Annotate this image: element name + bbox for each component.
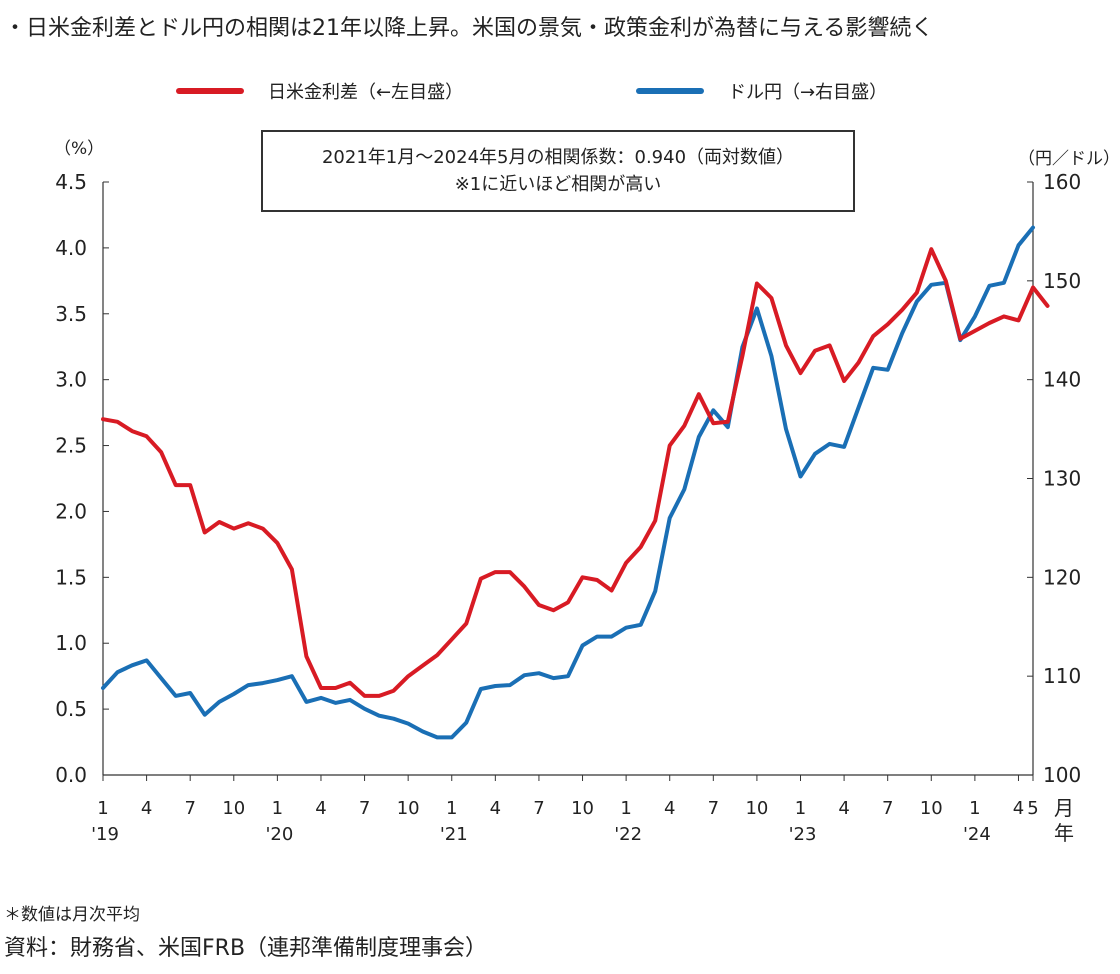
x-axis-month-label: 7 [882,798,893,819]
x-axis-year-label: '23 [789,824,817,845]
right-axis-tick-label: 120 [1043,565,1081,589]
right-axis-tick-label: 110 [1043,664,1081,688]
correlation-note-box: 2021年1月～2024年5月の相関係数：0.940（両対数値） ※1に近いほど… [261,130,855,212]
correlation-note-line2: ※1に近いほど相関が高い [454,174,662,195]
x-axis-year-suffix: 年 [1054,821,1074,845]
x-axis-month-label: 4 [1013,798,1024,819]
right-axis-tick-label: 140 [1043,368,1081,392]
x-axis-month-label: 4 [664,798,675,819]
x-axis-month-label: 7 [359,798,370,819]
x-axis-month-suffix: 月 [1054,796,1074,820]
x-axis-month-label: 1 [446,798,457,819]
x-axis-year-label: '20 [265,824,293,845]
left-axis-tick-label: 1.5 [55,565,87,589]
x-axis-month-label: 4 [838,798,849,819]
footnote: ＊数値は月次平均 [4,905,140,925]
right-axis-tick-label: 150 [1043,269,1081,293]
legend-label-usdjpy: ドル円（→右目盛） [728,82,888,103]
x-axis-year-label: '24 [963,824,991,845]
x-axis-month-label: 1 [97,798,108,819]
chart-headline: ・日米金利差とドル円の相関は21年以降上昇。米国の景気・政策金利が為替に与える影… [4,16,934,41]
x-axis-month-label: 1 [795,798,806,819]
source-credit: 資料：財務省、米国FRB（連邦準備制度理事会） [4,936,488,961]
left-axis-tick-label: 3.5 [55,302,87,326]
left-axis-tick-label: 4.5 [55,170,87,194]
x-axis-month-label: 7 [184,798,195,819]
left-axis-tick-label: 0.0 [55,763,87,787]
left-axis-tick-label: 3.0 [55,368,87,392]
legend-item-usdjpy: ドル円（→右目盛） [636,76,887,106]
x-axis-month-label: 4 [141,798,152,819]
x-axis-month-label: 7 [533,798,544,819]
right-axis-tick-label: 160 [1043,170,1081,194]
x-axis-year-label: '19 [91,824,119,845]
right-axis-tick-label: 100 [1043,763,1081,787]
legend-swatch-usdjpy [636,88,704,94]
left-axis-tick-label: 2.0 [55,499,87,523]
x-axis-month-label: 7 [708,798,719,819]
chart-lines [101,225,1050,740]
x-axis-month-label: 10 [571,798,594,819]
series-line-spread [101,247,1050,698]
x-axis-year-label: '21 [440,824,468,845]
chart-axes: 0.00.51.01.52.02.53.03.54.04.51001101201… [55,170,1081,845]
legend-label-spread: 日米金利差（←左目盛） [268,82,464,103]
x-axis-month-label: 4 [315,798,326,819]
x-axis-month-label: 1 [620,798,631,819]
x-axis-month-label: 1 [969,798,980,819]
x-axis-month-label: 10 [745,798,768,819]
x-axis-month-label: 4 [490,798,501,819]
x-axis-month-label: 5 [1027,798,1038,819]
legend-item-spread: 日米金利差（←左目盛） [176,76,463,106]
left-axis-tick-label: 4.0 [55,236,87,260]
x-axis-year-label: '22 [614,824,642,845]
right-axis-unit: （円／ドル） [1018,149,1120,169]
left-axis-tick-label: 2.5 [55,434,87,458]
series-line-usdjpy [101,225,1035,740]
left-axis-tick-label: 0.5 [55,697,87,721]
x-axis-month-label: 1 [272,798,283,819]
x-axis-month-label: 10 [920,798,943,819]
left-axis-tick-label: 1.0 [55,631,87,655]
x-axis-month-label: 10 [397,798,420,819]
left-axis-unit: （%） [54,139,105,159]
right-axis-tick-label: 130 [1043,467,1081,491]
legend-swatch-spread [176,88,244,94]
correlation-note-line1: 2021年1月～2024年5月の相関係数：0.940（両対数値） [321,147,795,168]
x-axis-month-label: 10 [222,798,245,819]
